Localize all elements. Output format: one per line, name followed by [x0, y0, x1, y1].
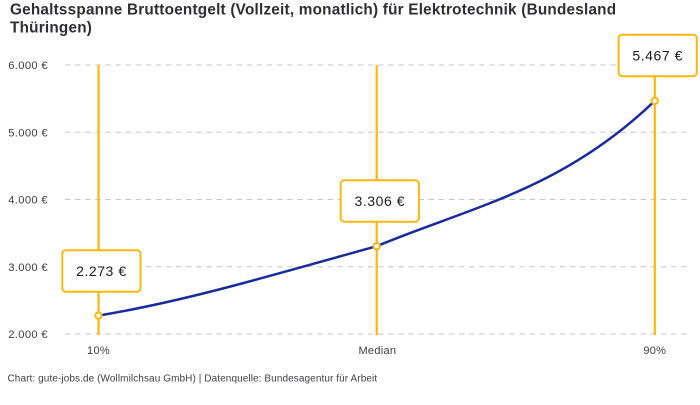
svg-text:2.273 €: 2.273 € — [76, 263, 127, 279]
svg-text:3.000 €: 3.000 € — [8, 262, 48, 274]
svg-text:Chart: gute-jobs.de (Wollmilch: Chart: gute-jobs.de (Wollmilchsau GmbH) … — [8, 373, 378, 384]
svg-text:6.000 €: 6.000 € — [8, 60, 48, 72]
svg-text:Median: Median — [358, 345, 396, 357]
svg-text:4.000 €: 4.000 € — [8, 195, 48, 207]
svg-text:3.306 €: 3.306 € — [355, 193, 406, 209]
svg-text:5.000 €: 5.000 € — [8, 127, 48, 139]
svg-text:5.467 €: 5.467 € — [632, 47, 683, 63]
svg-text:Thüringen): Thüringen) — [10, 20, 92, 37]
svg-text:10%: 10% — [87, 345, 110, 357]
svg-text:2.000 €: 2.000 € — [8, 329, 48, 341]
svg-text:90%: 90% — [643, 345, 666, 357]
svg-text:Gehaltsspanne Bruttoentgelt (V: Gehaltsspanne Bruttoentgelt (Vollzeit, m… — [10, 2, 616, 19]
